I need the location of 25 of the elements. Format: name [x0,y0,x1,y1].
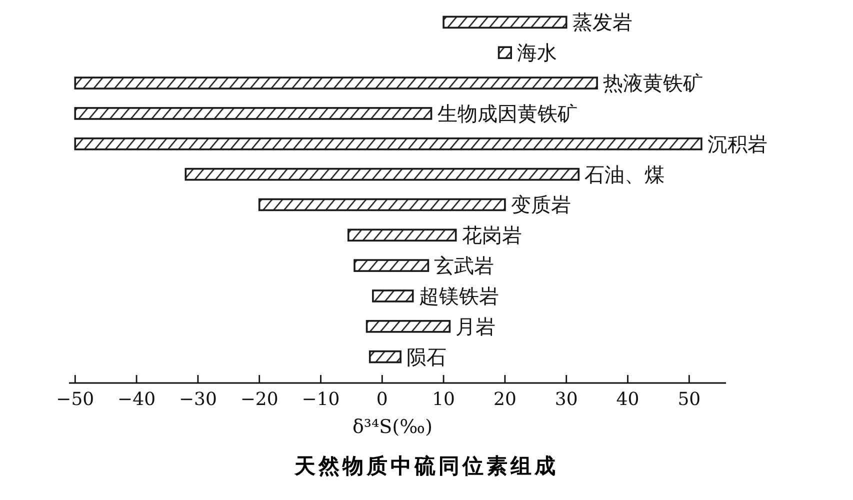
y-tick-label: 海水 [517,40,558,65]
x-tick-label: 10 [432,389,456,410]
y-tick-label: 陨石 [406,344,447,369]
text: 天然物质中硫同位素组成 [294,454,558,478]
x-tick-label: −10 [302,389,340,410]
y-tick-label: 热液黄铁矿 [603,71,704,96]
y-tick-label: 石油、煤 [584,162,665,186]
x-tick-label: 50 [678,389,701,410]
x-tick-label: −50 [56,389,94,410]
x-tick-label: −20 [240,389,278,410]
y-tick-label: 变质岩 [510,192,571,217]
x-tick-label: −40 [118,389,156,410]
y-tick-label: 生物成因黄铁矿 [437,101,578,126]
x-axis-title: δ³⁴S(‰) [352,416,433,438]
x-tick-label: 0 [376,389,388,410]
y-tick-label: 玄武岩 [434,254,494,278]
y-tick-label: 月岩 [456,314,496,338]
y-tick-label: 沉积岩 [707,132,768,156]
x-tick-label: 20 [494,389,516,410]
y-tick-label: 超镁铁岩 [418,284,499,308]
x-tick-label: −30 [178,389,217,410]
x-tick-label: 40 [616,389,640,410]
y-tick-label: 蒸发岩 [572,10,632,34]
y-tick-label: 花岗岩 [462,223,522,248]
x-tick-label: 30 [554,389,578,410]
